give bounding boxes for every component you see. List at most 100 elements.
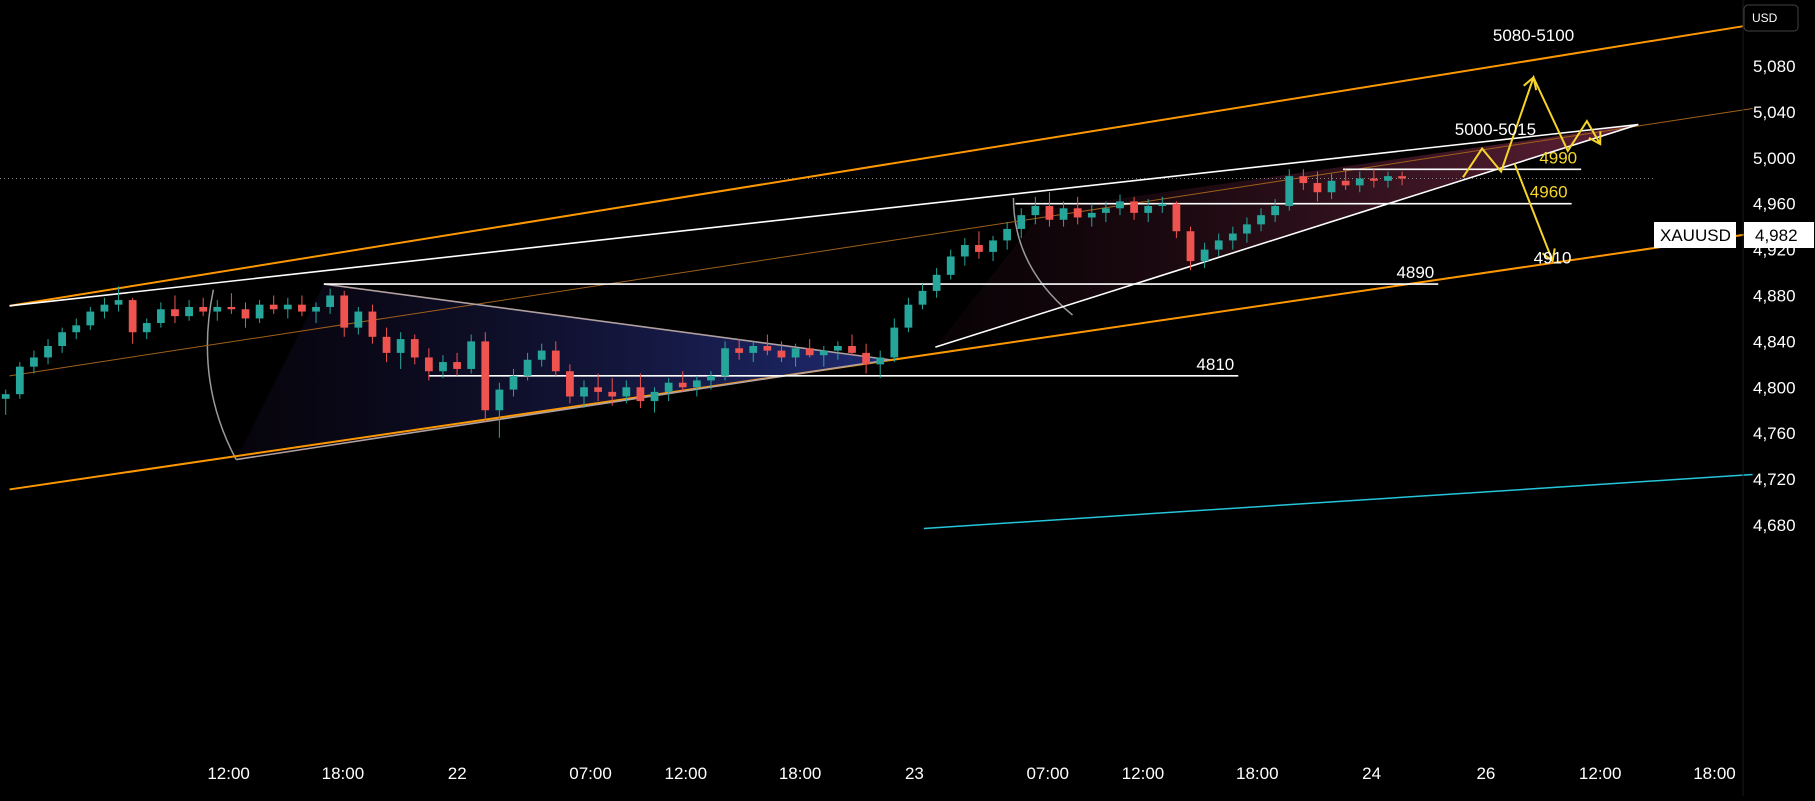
candle-body xyxy=(834,345,842,351)
candle-body xyxy=(58,332,67,346)
y-tick-label: 4,840 xyxy=(1753,332,1796,351)
candle xyxy=(199,297,208,317)
candle-body xyxy=(1285,176,1294,206)
candle xyxy=(932,267,941,298)
symbol-tag xyxy=(1654,222,1736,248)
candle-body xyxy=(1,394,10,399)
candle-body xyxy=(410,339,419,358)
currency-badge[interactable] xyxy=(1743,4,1799,32)
candle-body xyxy=(580,387,588,397)
candle-body xyxy=(932,274,941,291)
candle-body xyxy=(777,350,786,358)
candle-body xyxy=(424,357,433,372)
candle xyxy=(1228,226,1237,250)
candle xyxy=(171,295,179,324)
candle-body xyxy=(707,375,715,381)
candle xyxy=(594,373,602,402)
candle-body xyxy=(1257,215,1265,225)
target-label-5000-5015: 5000-5015 xyxy=(1455,120,1536,139)
candle xyxy=(622,380,631,404)
candle xyxy=(650,387,659,413)
candle xyxy=(1017,208,1026,239)
candle xyxy=(960,238,969,266)
angle-arc-right xyxy=(1012,197,1073,316)
candle-body xyxy=(30,357,38,367)
candle-body xyxy=(467,341,476,369)
arrow-head-down xyxy=(1541,248,1556,263)
candle-body xyxy=(439,362,447,372)
candle-body xyxy=(1369,178,1378,181)
projection-path-down xyxy=(1513,163,1554,262)
candle xyxy=(1045,192,1054,227)
candle-body xyxy=(326,295,335,307)
candle-body xyxy=(241,309,250,319)
candle xyxy=(580,380,588,408)
candle-body xyxy=(368,311,377,337)
x-tick-label: 18:00 xyxy=(779,764,822,783)
candle-body xyxy=(44,345,52,358)
candle-body xyxy=(862,352,870,365)
x-tick-label: 26 xyxy=(1476,764,1495,783)
candle-body xyxy=(1228,233,1237,241)
candle-body xyxy=(255,304,264,319)
x-tick-label: 24 xyxy=(1362,764,1381,783)
candle xyxy=(1243,217,1251,243)
candle-body xyxy=(566,371,574,397)
candle-body xyxy=(382,336,391,353)
candle-body xyxy=(608,391,617,397)
x-tick-label: 12:00 xyxy=(1122,764,1165,783)
candle-body xyxy=(1102,208,1110,213)
candle-body xyxy=(1299,176,1308,184)
candle xyxy=(1369,169,1378,188)
candle xyxy=(481,332,490,422)
candles xyxy=(1,169,1406,438)
candle xyxy=(1158,196,1167,213)
candle-body xyxy=(1327,180,1336,193)
candle-body xyxy=(227,306,236,310)
candle-body xyxy=(185,306,193,317)
candle xyxy=(721,341,729,381)
candle xyxy=(1313,171,1322,202)
candle xyxy=(946,249,955,280)
candle-body xyxy=(396,339,405,353)
candle xyxy=(1087,203,1096,227)
candle xyxy=(805,339,814,358)
candle xyxy=(213,300,222,321)
x-tick-label: 23 xyxy=(905,764,924,783)
candle xyxy=(30,350,38,374)
drawing-lines xyxy=(0,23,1753,530)
candle xyxy=(1384,171,1392,188)
y-tick-label: 5,000 xyxy=(1753,149,1796,168)
trendline-1 xyxy=(9,123,1639,307)
candle xyxy=(255,300,264,324)
candle xyxy=(537,343,546,367)
candle-body xyxy=(1116,201,1124,209)
candle xyxy=(326,288,335,314)
y-tick-label: 4,880 xyxy=(1753,287,1796,306)
candle-body xyxy=(1172,203,1181,232)
candle xyxy=(44,339,52,365)
channel-mid-line xyxy=(9,107,1753,377)
candle xyxy=(664,378,673,402)
axes: USD XAUUSD 4,982 4,680 4,720 4,760 4,800 4,8… xyxy=(207,0,1814,796)
candle-body xyxy=(86,311,95,326)
candle xyxy=(678,371,687,392)
x-tick-label: 22 xyxy=(448,764,467,783)
candle-body xyxy=(495,389,504,411)
candle-body xyxy=(1158,203,1167,206)
x-tick-label: 18:00 xyxy=(1693,764,1736,783)
annotations: 4990 4960 4890 4810 5080-5100 5000-5015 4910 xyxy=(1196,26,1602,374)
candle xyxy=(396,332,405,369)
candle xyxy=(100,297,109,319)
candle-body xyxy=(453,362,461,369)
candle-body xyxy=(989,240,997,252)
candle-body xyxy=(946,256,955,275)
candle-body xyxy=(791,348,800,358)
candle xyxy=(368,304,377,344)
candle-body xyxy=(1073,208,1082,218)
candle-body xyxy=(1059,208,1068,220)
candle-body xyxy=(819,350,828,356)
candle xyxy=(1285,169,1294,211)
